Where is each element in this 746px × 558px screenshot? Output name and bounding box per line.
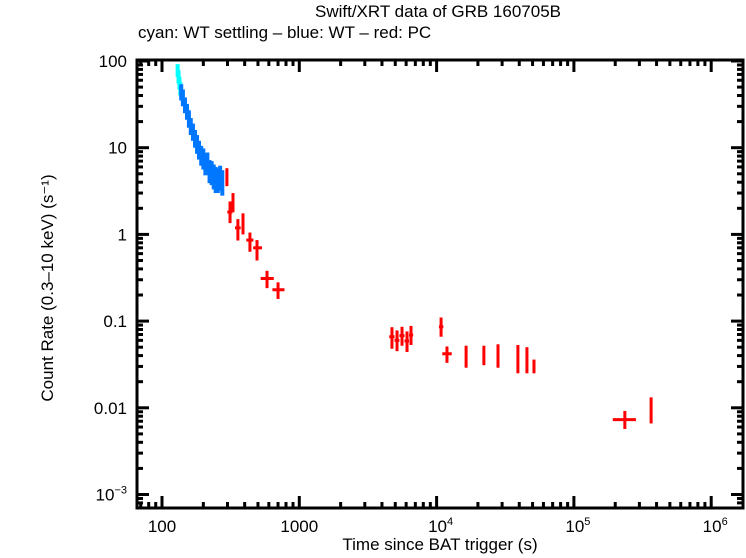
x-tick-label: 106: [703, 516, 728, 536]
data-point: [404, 331, 410, 353]
data-point: [612, 410, 636, 429]
y-tick-label: 100: [99, 52, 127, 71]
data-point: [442, 346, 452, 363]
data-point: [399, 326, 405, 346]
data-point: [649, 397, 653, 424]
data-point: [241, 213, 245, 235]
y-tick-label: 0.1: [103, 312, 127, 331]
data-point: [482, 345, 486, 366]
data-point: [225, 168, 229, 187]
data-point: [464, 345, 468, 368]
axes: 100 1000 104 105 106 100 10 1 0.1 0.01 10−3: [94, 52, 745, 536]
x-axis-label: Time since BAT trigger (s): [342, 535, 538, 554]
data-point: [253, 240, 263, 261]
data-point: [246, 232, 254, 252]
data-point: [496, 344, 500, 368]
x-tick-label: 100: [148, 517, 176, 536]
data-point: [389, 327, 395, 349]
data-point: [272, 282, 285, 299]
y-tick-label: 0.01: [94, 399, 127, 418]
y-tick-label: 10−3: [96, 485, 127, 505]
chart-subtitle: cyan: WT settling – blue: WT – red: PC: [138, 23, 432, 42]
plot-frame: [135, 58, 745, 510]
x-tick-label: 1000: [280, 517, 318, 536]
data-point: [438, 317, 444, 337]
data-point: [409, 325, 414, 346]
data-point: [516, 345, 520, 374]
data-marks: [175, 64, 653, 429]
series-pc: [225, 168, 653, 429]
data-point: [220, 170, 225, 196]
data-point: [260, 270, 274, 289]
data-point: [394, 330, 400, 352]
series-wt: [179, 84, 225, 196]
y-tick-label: 10: [108, 139, 127, 158]
data-point: [532, 359, 536, 374]
x-tick-label: 105: [565, 516, 590, 536]
y-tick-label: 1: [118, 225, 127, 244]
chart-title: Swift/XRT data of GRB 160705B: [314, 2, 561, 21]
x-tick-label: 104: [428, 516, 453, 536]
data-point: [231, 193, 235, 213]
data-point: [234, 219, 241, 241]
data-point: [525, 347, 529, 374]
